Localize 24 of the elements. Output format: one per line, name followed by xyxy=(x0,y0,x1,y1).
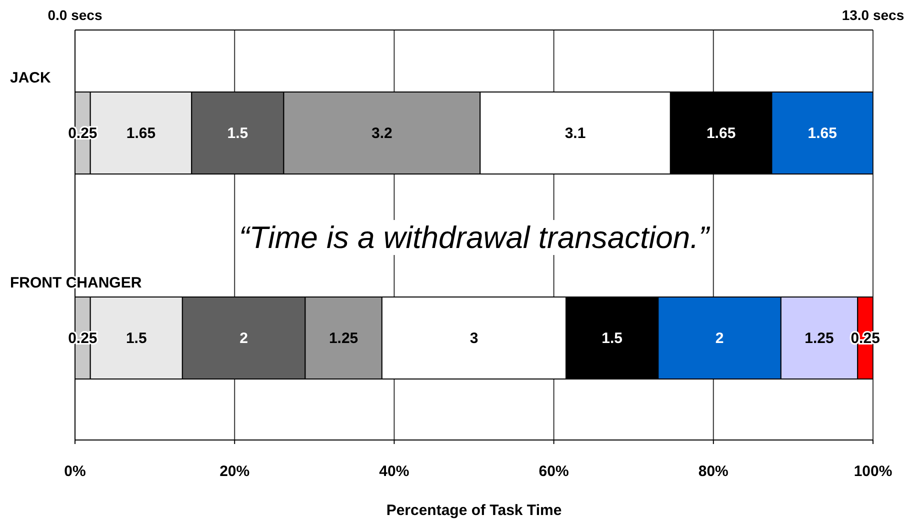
y-tick-label: JACK xyxy=(10,70,52,86)
x-tick-label: 100% xyxy=(854,463,892,480)
x-tick-label: 60% xyxy=(538,463,569,480)
x-tick-label: 40% xyxy=(379,463,410,480)
data-label: 1.65 xyxy=(808,125,837,142)
data-label: 1.65 xyxy=(706,125,736,142)
x-tick-label: 80% xyxy=(698,463,728,480)
data-label: 1.65 xyxy=(126,125,156,142)
data-label: 3.2 xyxy=(371,125,392,142)
data-label: 1.25 xyxy=(804,330,834,347)
annotation: “Time is a withdrawal transaction.” xyxy=(238,220,710,255)
data-label: 1.5 xyxy=(227,125,248,142)
data-label: 1.5 xyxy=(602,330,623,347)
x-tick-label: 0% xyxy=(64,463,86,480)
data-label: 2 xyxy=(240,330,248,347)
x2-tick-label: 13.0 secs xyxy=(842,7,904,23)
data-label: 3 xyxy=(470,330,478,347)
data-label: 3.1 xyxy=(564,125,586,142)
data-label: 1.25 xyxy=(328,330,358,347)
x-axis-title: Percentage of Task Time xyxy=(386,502,562,519)
data-label: 1.5 xyxy=(126,330,147,347)
x-tick-label: 20% xyxy=(220,463,250,480)
x2-tick-label: 0.0 secs xyxy=(48,7,102,23)
data-label: 2 xyxy=(715,330,724,347)
